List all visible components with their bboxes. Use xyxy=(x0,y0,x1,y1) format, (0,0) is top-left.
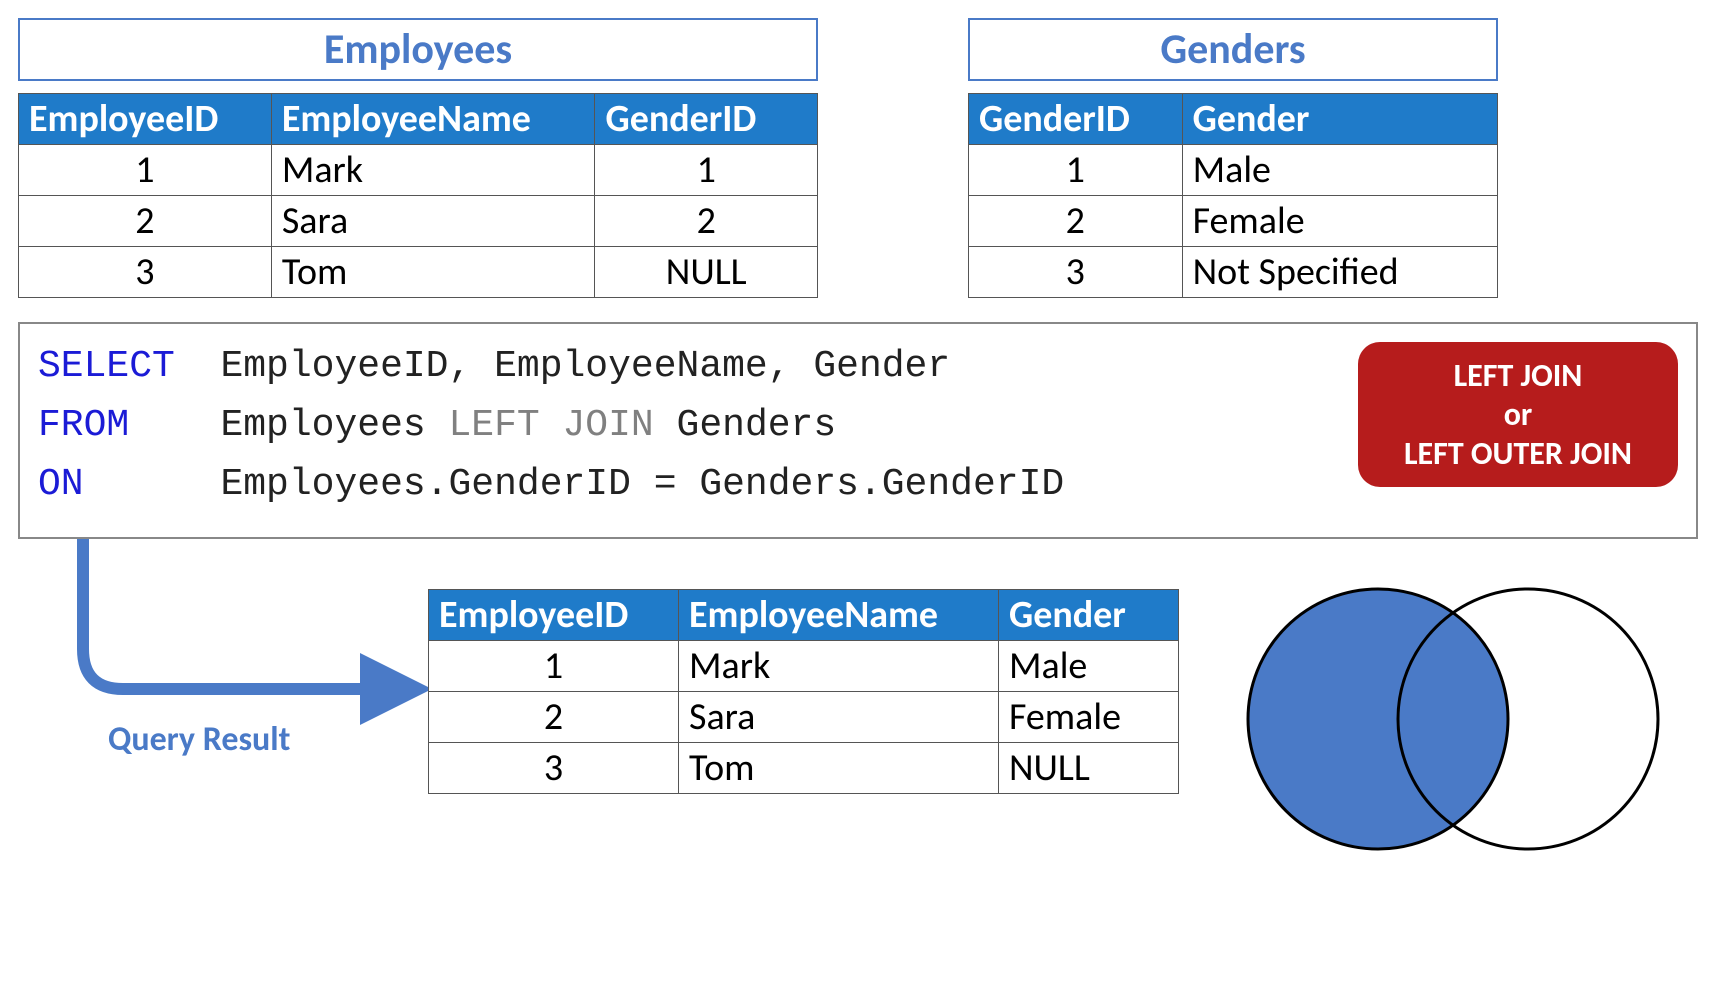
cell: Sara xyxy=(271,196,595,247)
table-row: 3 Not Specified xyxy=(969,247,1498,298)
result-col-0: EmployeeID xyxy=(429,589,679,640)
employees-table: EmployeeID EmployeeName GenderID 1 Mark … xyxy=(18,93,818,298)
table-row: 1 Mark Male xyxy=(429,640,1179,691)
cell: 3 xyxy=(969,247,1183,298)
cell: 1 xyxy=(969,145,1183,196)
cell: Female xyxy=(999,691,1179,742)
cell: 1 xyxy=(429,640,679,691)
arrow-icon xyxy=(28,529,448,749)
cell: 2 xyxy=(429,691,679,742)
venn-diagram xyxy=(1238,579,1668,874)
callout-line-3: LEFT OUTER JOIN xyxy=(1384,434,1652,473)
kw-join: LEFT JOIN xyxy=(448,404,653,447)
cell: Mark xyxy=(271,145,595,196)
table-row: 3 Tom NULL xyxy=(429,742,1179,793)
employees-title: Employees xyxy=(18,18,818,81)
cell: 2 xyxy=(595,196,818,247)
table-row: 3 Tom NULL xyxy=(19,247,818,298)
kw-on: ON xyxy=(38,463,84,506)
employees-col-2: GenderID xyxy=(595,94,818,145)
cell: 3 xyxy=(19,247,272,298)
table-row: 2 Sara Female xyxy=(429,691,1179,742)
cell: Tom xyxy=(679,742,999,793)
cell: 2 xyxy=(19,196,272,247)
source-tables-row: Employees EmployeeID EmployeeName Gender… xyxy=(18,18,1698,298)
kw-from: FROM xyxy=(38,404,129,447)
result-col-2: Gender xyxy=(999,589,1179,640)
venn-left-circle xyxy=(1248,589,1508,849)
sql-from-tbl2: Genders xyxy=(677,404,837,447)
table-row: 1 Male xyxy=(969,145,1498,196)
table-row: 2 Female xyxy=(969,196,1498,247)
cell: Female xyxy=(1182,196,1497,247)
cell: 3 xyxy=(429,742,679,793)
employees-col-0: EmployeeID xyxy=(19,94,272,145)
sql-from-tbl1: Employees xyxy=(220,404,425,447)
cell: Not Specified xyxy=(1182,247,1497,298)
result-col-1: EmployeeName xyxy=(679,589,999,640)
callout-line-1: LEFT JOIN xyxy=(1384,356,1652,395)
cell: 2 xyxy=(969,196,1183,247)
cell: Mark xyxy=(679,640,999,691)
genders-table: GenderID Gender 1 Male 2 Female 3 Not Sp… xyxy=(968,93,1498,298)
cell: Male xyxy=(999,640,1179,691)
result-table-wrap: EmployeeID EmployeeName Gender 1 Mark Ma… xyxy=(428,589,1179,794)
cell: NULL xyxy=(999,742,1179,793)
cell: Male xyxy=(1182,145,1497,196)
result-area: Query Result EmployeeID EmployeeName Gen… xyxy=(18,539,1698,909)
cell: 1 xyxy=(19,145,272,196)
sql-on-cond: Employees.GenderID = Genders.GenderID xyxy=(220,463,1064,506)
genders-block: Genders GenderID Gender 1 Male 2 Female … xyxy=(968,18,1498,298)
cell: 1 xyxy=(595,145,818,196)
employees-col-1: EmployeeName xyxy=(271,94,595,145)
employees-block: Employees EmployeeID EmployeeName Gender… xyxy=(18,18,818,298)
genders-title: Genders xyxy=(968,18,1498,81)
table-row: 2 Sara 2 xyxy=(19,196,818,247)
cell: Tom xyxy=(271,247,595,298)
sql-select-cols: EmployeeID, EmployeeName, Gender xyxy=(220,345,950,388)
query-result-label: Query Result xyxy=(108,719,290,760)
cell: Sara xyxy=(679,691,999,742)
callout-line-2: or xyxy=(1384,395,1652,434)
genders-col-0: GenderID xyxy=(969,94,1183,145)
join-callout: LEFT JOIN or LEFT OUTER JOIN xyxy=(1358,342,1678,487)
table-row: 1 Mark 1 xyxy=(19,145,818,196)
cell: NULL xyxy=(595,247,818,298)
genders-col-1: Gender xyxy=(1182,94,1497,145)
sql-query-box: SELECT EmployeeID, EmployeeName, Gender … xyxy=(18,322,1698,539)
result-table: EmployeeID EmployeeName Gender 1 Mark Ma… xyxy=(428,589,1179,794)
kw-select: SELECT xyxy=(38,345,175,388)
